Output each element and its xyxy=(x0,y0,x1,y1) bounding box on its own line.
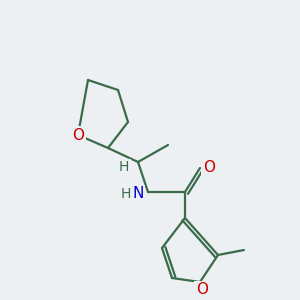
Text: O: O xyxy=(203,160,215,175)
Text: N: N xyxy=(132,187,144,202)
Text: H: H xyxy=(121,187,131,201)
Text: H: H xyxy=(119,160,129,174)
Text: O: O xyxy=(72,128,84,142)
Text: O: O xyxy=(196,283,208,298)
